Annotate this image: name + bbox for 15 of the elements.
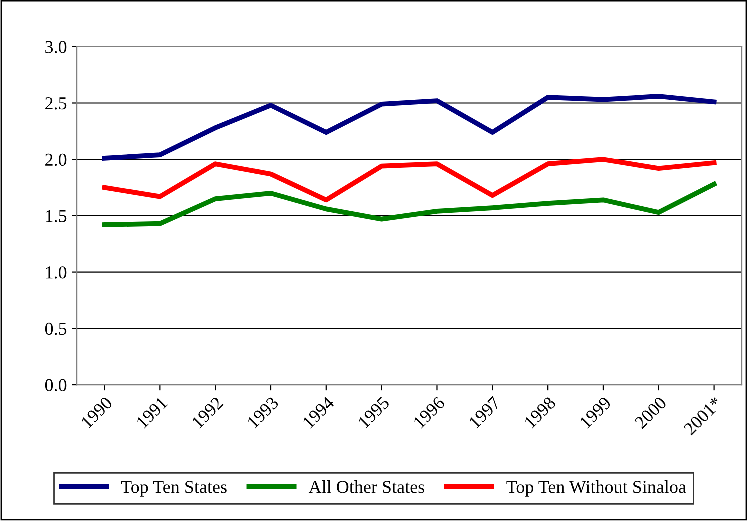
x-tick-label: 1991 xyxy=(136,396,168,429)
y-tick-label: 1.0 xyxy=(46,266,67,279)
x-tick-label: 1992 xyxy=(192,396,224,429)
line-series xyxy=(102,157,717,203)
y-tick-label: 0.0 xyxy=(45,379,67,392)
y-tick-label: 3.0 xyxy=(46,41,67,54)
legend-label: All Other States xyxy=(308,480,424,494)
line-series xyxy=(102,182,717,228)
y-tick-label: 2.5 xyxy=(46,98,67,110)
legend-label: Top Ten Without Sinaloa xyxy=(506,480,686,497)
y-tick-label: 0.5 xyxy=(45,322,67,336)
legend-label: Top Ten States xyxy=(121,481,227,497)
y-tick-label: 1.5 xyxy=(46,210,67,222)
line-series xyxy=(102,94,717,161)
y-tick-label: 2.0 xyxy=(46,154,67,166)
